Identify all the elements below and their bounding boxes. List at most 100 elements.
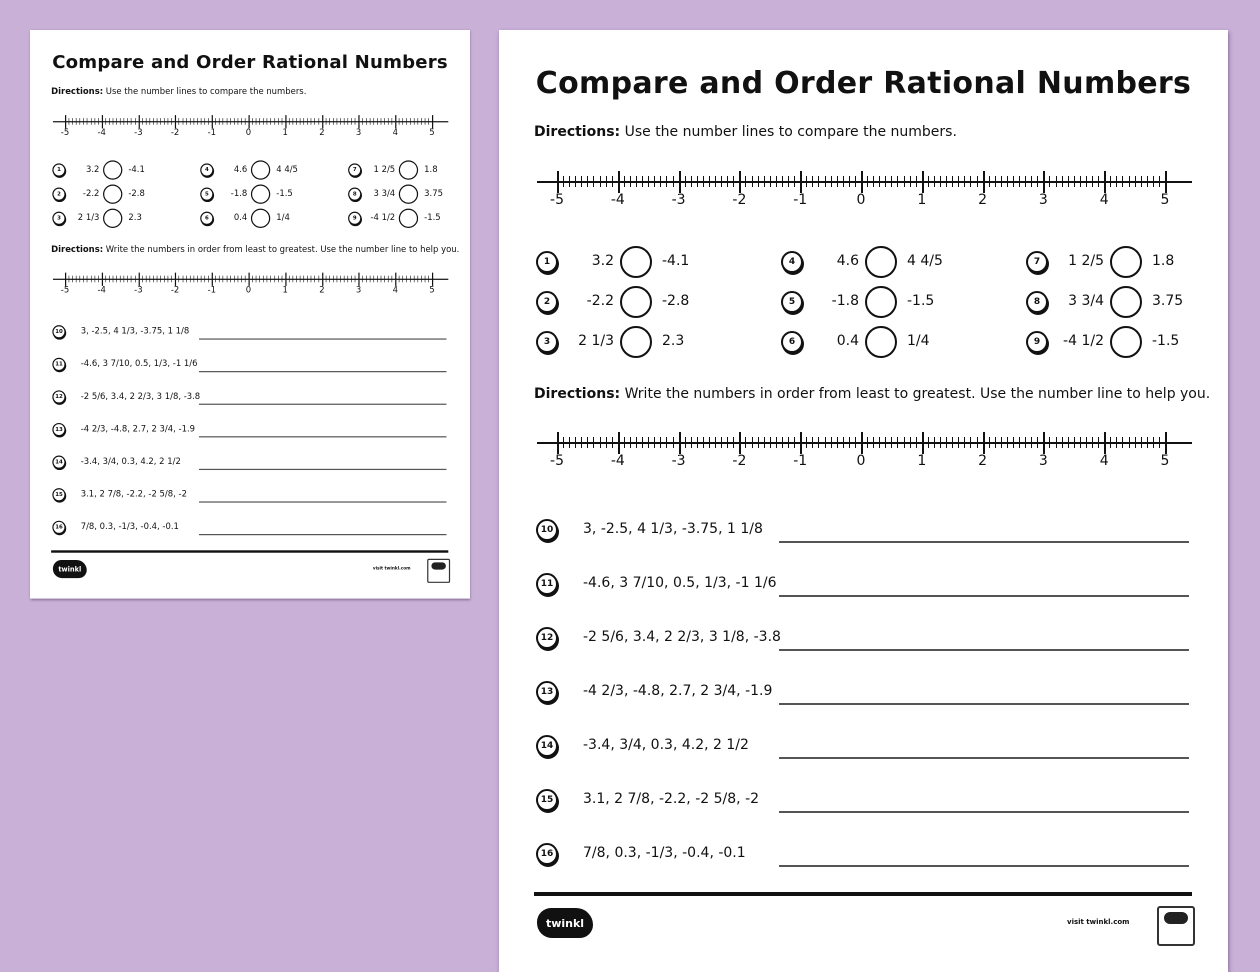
problem-number-badge: 4 (200, 163, 214, 177)
answer-circle[interactable] (250, 184, 271, 204)
value-a: -1.8 (831, 293, 859, 309)
axis-line (52, 278, 449, 280)
minor-tick (1025, 176, 1027, 187)
minor-tick (310, 118, 312, 125)
quality-badge-icon (427, 558, 451, 583)
tick-label: -2 (170, 285, 180, 295)
minor-tick (854, 176, 856, 187)
answer-line[interactable] (199, 338, 447, 340)
answer-circle[interactable] (865, 326, 897, 358)
answer-circle[interactable] (1110, 246, 1142, 278)
answer-circle[interactable] (620, 286, 652, 318)
minor-tick (314, 118, 316, 125)
separator: , (124, 391, 130, 402)
answer-line[interactable] (199, 534, 447, 536)
minor-tick (775, 437, 777, 448)
problem-number-badge: 13 (536, 681, 558, 703)
answer-line[interactable] (779, 649, 1189, 651)
answer-circle[interactable] (620, 326, 652, 358)
answer-line[interactable] (779, 757, 1189, 759)
answer-line[interactable] (779, 703, 1189, 705)
minor-tick (409, 118, 411, 125)
term: -1 1/6 (735, 575, 777, 591)
answer-circle[interactable] (398, 208, 419, 228)
minor-tick (160, 118, 162, 125)
term: -3.75 (681, 521, 719, 537)
minor-tick (365, 118, 367, 125)
answer-circle[interactable] (250, 160, 271, 180)
value-a: 1 2/5 (1068, 253, 1104, 269)
minor-tick (927, 176, 929, 187)
minor-tick (369, 118, 371, 125)
answer-line[interactable] (199, 403, 447, 405)
answer-circle[interactable] (103, 208, 123, 228)
minor-tick (314, 275, 316, 283)
answer-line[interactable] (779, 865, 1189, 867)
minor-tick (702, 437, 704, 448)
answer-circle[interactable] (398, 160, 419, 180)
minor-tick (885, 437, 887, 448)
value-b: -1.5 (276, 188, 293, 199)
major-tick (211, 115, 214, 129)
minor-tick (660, 437, 662, 448)
answer-line[interactable] (779, 811, 1189, 813)
minor-tick (178, 275, 180, 283)
answer-circle[interactable] (398, 184, 419, 204)
minor-tick (781, 176, 783, 187)
minor-tick (83, 118, 84, 125)
answer-circle[interactable] (865, 246, 897, 278)
major-tick (1104, 432, 1107, 454)
major-tick (557, 432, 559, 454)
major-tick (800, 432, 803, 454)
minor-tick (428, 118, 429, 125)
answer-line[interactable] (199, 371, 447, 373)
minor-tick (909, 437, 911, 448)
term: -2 (178, 489, 187, 499)
answer-line[interactable] (779, 595, 1189, 597)
tick-label: -1 (207, 127, 217, 138)
tick-label: 5 (429, 285, 435, 295)
compare-problem: 3 2 1/3 2.3 (534, 326, 774, 358)
minor-tick (380, 275, 382, 283)
minor-tick (105, 275, 106, 283)
minor-tick (420, 275, 422, 283)
value-a: 1 2/5 (373, 164, 396, 175)
minor-tick (1073, 437, 1075, 448)
problem-number-badge: 5 (200, 187, 214, 201)
answer-line[interactable] (199, 501, 447, 503)
minor-tick (1019, 437, 1021, 448)
minor-tick (329, 275, 330, 283)
minor-tick (296, 275, 297, 283)
answer-circle[interactable] (1110, 286, 1142, 318)
answer-line[interactable] (199, 468, 447, 471)
minor-tick (1122, 176, 1124, 187)
problem-number-badge: 3 (536, 331, 558, 353)
minor-tick (424, 118, 426, 125)
answer-circle[interactable] (103, 184, 123, 204)
minor-tick (340, 118, 341, 125)
minor-tick (642, 437, 644, 448)
answer-circle[interactable] (865, 286, 897, 318)
minor-tick (654, 437, 656, 448)
minor-tick (252, 118, 253, 125)
major-tick (211, 272, 214, 286)
answer-circle[interactable] (250, 208, 271, 228)
tick-label: 5 (1160, 192, 1170, 208)
value-b: 3.75 (1152, 293, 1184, 309)
value-b: -2.8 (662, 293, 690, 309)
answer-line[interactable] (199, 436, 447, 438)
answer-circle[interactable] (103, 160, 123, 180)
answer-circle[interactable] (620, 246, 652, 278)
minor-tick (915, 437, 917, 448)
minor-tick (244, 118, 246, 125)
answer-line[interactable] (779, 541, 1189, 543)
term: -0.1 (162, 521, 179, 532)
minor-tick (167, 275, 169, 283)
minor-tick (976, 176, 978, 187)
problem-number-badge: 8 (348, 187, 362, 201)
order-problem: 12 -2 5/6, 3.4, 2 2/3, 3 1/8, -3.8 (30, 390, 470, 421)
minor-tick (867, 437, 869, 448)
minor-tick (1067, 437, 1069, 448)
term: -1/3 (118, 521, 136, 532)
answer-circle[interactable] (1110, 326, 1142, 358)
